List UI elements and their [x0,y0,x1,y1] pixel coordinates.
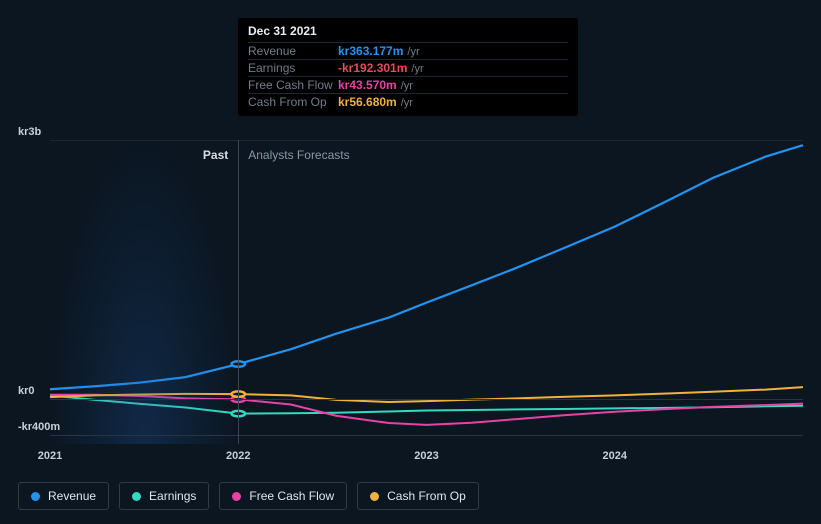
tooltip-row-value: kr43.570m [338,78,397,92]
financials-chart: Past Analysts Forecasts kr3b kr0 -kr400m 2… [0,0,821,524]
gridline-y [50,399,803,400]
tooltip-row-suffix: /yr [411,63,423,75]
tooltip-row: Revenuekr363.177m/yr [248,42,568,59]
legend-item-earnings[interactable]: Earnings [119,482,209,510]
x-tick-label: 2022 [226,450,250,462]
legend-item-revenue[interactable]: Revenue [18,482,109,510]
tooltip-row: Earnings-kr192.301m/yr [248,59,568,76]
tooltip-date: Dec 31 2021 [248,24,568,42]
tooltip-row-label: Earnings [248,61,338,75]
legend-item-fcf[interactable]: Free Cash Flow [219,482,347,510]
tooltip-row-label: Cash From Op [248,95,338,109]
tooltip-row-value: kr363.177m [338,44,403,58]
tooltip-row-label: Free Cash Flow [248,78,338,92]
legend-swatch-icon [232,492,241,501]
legend-swatch-icon [132,492,141,501]
legend-swatch-icon [370,492,379,501]
legend-item-cfo[interactable]: Cash From Op [357,482,479,510]
hover-tooltip: Dec 31 2021 Revenuekr363.177m/yrEarnings… [238,18,578,116]
y-tick-label: kr0 [18,385,35,397]
tooltip-row-suffix: /yr [401,97,413,109]
y-tick-label: -kr400m [18,421,60,433]
tooltip-row: Free Cash Flowkr43.570m/yr [248,76,568,93]
tooltip-row-value: kr56.680m [338,95,397,109]
x-tick-label: 2024 [603,450,627,462]
tooltip-row-value: -kr192.301m [338,61,407,75]
legend-label: Earnings [149,489,196,503]
legend: Revenue Earnings Free Cash Flow Cash From O… [18,482,479,510]
forecast-section-label: Analysts Forecasts [248,148,349,162]
plot-area[interactable]: Past Analysts Forecasts [50,140,803,444]
tooltip-row: Cash From Opkr56.680m/yr [248,93,568,110]
gridline-y [50,435,803,436]
legend-label: Free Cash Flow [249,489,334,503]
tooltip-row-label: Revenue [248,44,338,58]
x-tick-label: 2023 [414,450,438,462]
x-tick-label: 2021 [38,450,62,462]
gridline-y [50,140,803,141]
tooltip-row-suffix: /yr [407,46,419,58]
y-tick-label: kr3b [18,126,41,138]
tooltip-row-suffix: /yr [401,80,413,92]
past-section-label: Past [203,148,228,162]
now-divider-line [238,140,239,444]
legend-swatch-icon [31,492,40,501]
legend-label: Revenue [48,489,96,503]
legend-label: Cash From Op [387,489,466,503]
